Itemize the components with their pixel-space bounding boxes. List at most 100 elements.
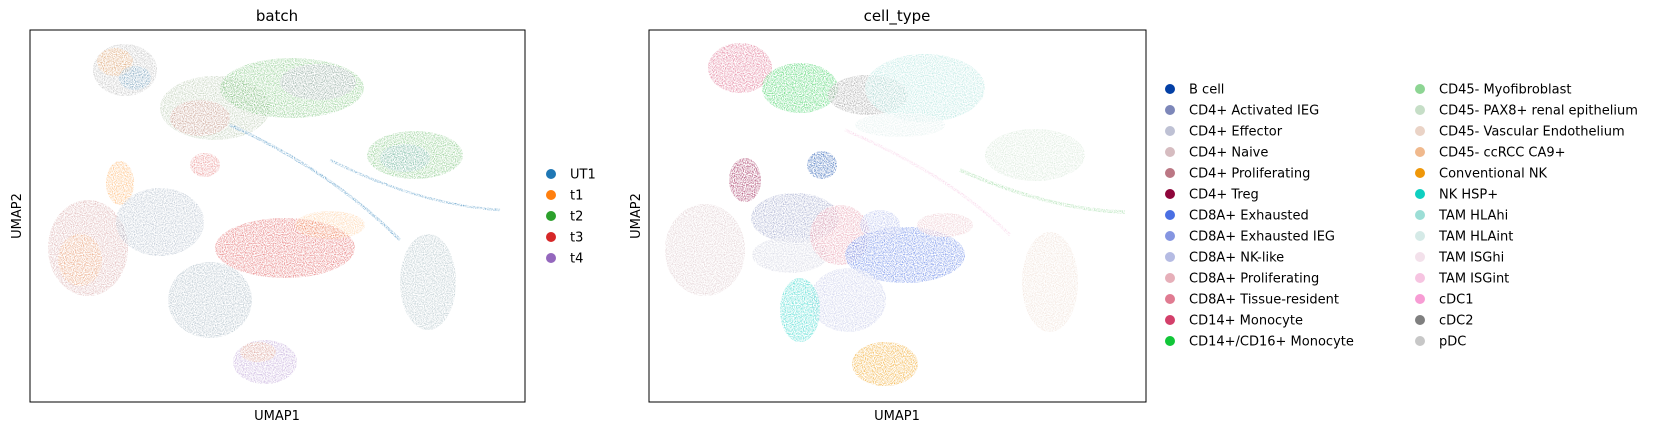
legend-marker <box>1415 336 1425 346</box>
legend-label: CD45- ccRCC CA9+ <box>1439 146 1566 161</box>
legend-entry: cDC1 <box>1415 293 1474 308</box>
legend-entry: CD8A+ Exhausted <box>1165 209 1309 224</box>
legend-marker <box>1165 105 1175 115</box>
legend-marker <box>1415 252 1425 262</box>
legend-entry: CD8A+ Exhausted IEG <box>1165 230 1335 245</box>
legend-entry: CD4+ Naive <box>1165 146 1268 161</box>
legend-label: CD8A+ NK-like <box>1189 251 1284 266</box>
legend-entry: TAM ISGhi <box>1415 251 1504 266</box>
legend-entry: t2 <box>546 210 583 225</box>
legend-label: CD4+ Proliferating <box>1189 167 1310 182</box>
legend-label: t1 <box>570 189 583 204</box>
legend-marker <box>546 253 556 263</box>
legend-label: CD8A+ Tissue-resident <box>1189 293 1339 308</box>
legend-label: CD45- PAX8+ renal epithelium <box>1439 104 1638 119</box>
legend-label: pDC <box>1439 335 1466 350</box>
legend-marker <box>1165 189 1175 199</box>
batch-ylabel: UMAP2 <box>10 193 25 239</box>
legend-marker <box>1165 315 1175 325</box>
legend-entry: CD4+ Effector <box>1165 125 1283 140</box>
legend-entry: cDC2 <box>1415 314 1474 329</box>
legend-label: CD4+ Treg <box>1189 188 1259 203</box>
legend-marker <box>1165 252 1175 262</box>
legend-entry: TAM HLAint <box>1415 230 1513 245</box>
legend-label: t3 <box>570 231 583 246</box>
legend-label: t2 <box>570 210 583 225</box>
legend-marker <box>1165 231 1175 241</box>
legend-entry: UT1 <box>546 168 596 183</box>
legend-marker <box>1165 294 1175 304</box>
legend-entry: CD8A+ Tissue-resident <box>1165 293 1339 308</box>
legend-entry: t3 <box>546 231 583 246</box>
legend-label: UT1 <box>570 168 596 183</box>
batch-xlabel: UMAP1 <box>254 409 300 424</box>
legend-entry: CD8A+ NK-like <box>1165 251 1284 266</box>
legend-entry: Conventional NK <box>1415 167 1548 182</box>
legend-marker <box>1415 231 1425 241</box>
legend-marker <box>1415 273 1425 283</box>
legend-label: CD4+ Activated IEG <box>1189 104 1319 119</box>
batch-scatter-cloud <box>48 44 501 384</box>
legend-label: Conventional NK <box>1439 167 1548 182</box>
legend-label: TAM HLAhi <box>1438 209 1508 224</box>
cell-type-legend: B cell CD4+ Activated IEG CD4+ Effector CD4… <box>1165 83 1638 350</box>
legend-entry: TAM ISGint <box>1415 272 1509 287</box>
legend-label: TAM ISGhi <box>1438 251 1504 266</box>
legend-label: CD14+ Monocyte <box>1189 314 1303 329</box>
batch-axes-frame <box>29 29 526 403</box>
legend-entry: CD45- Myofibroblast <box>1415 83 1571 98</box>
legend-entry: CD45- Vascular Endothelium <box>1415 125 1625 140</box>
batch-title: batch <box>256 7 298 25</box>
legend-entry: CD14+ Monocyte <box>1165 314 1303 329</box>
legend-entry: CD8A+ Proliferating <box>1165 272 1319 287</box>
legend-label: CD45- Vascular Endothelium <box>1439 125 1625 140</box>
legend-marker <box>1165 84 1175 94</box>
legend-label: cDC2 <box>1439 314 1474 329</box>
legend-entry: t4 <box>546 252 583 267</box>
legend-label: CD4+ Naive <box>1189 146 1268 161</box>
batch-legend: UT1 t1 t2 t3 t4 <box>546 168 596 267</box>
legend-marker <box>1415 294 1425 304</box>
legend-entry: NK HSP+ <box>1415 188 1498 203</box>
legend-marker <box>546 169 556 179</box>
legend-marker <box>1165 273 1175 283</box>
legend-entry: CD45- ccRCC CA9+ <box>1415 146 1566 161</box>
legend-entry: CD45- PAX8+ renal epithelium <box>1415 104 1638 119</box>
legend-marker <box>1165 168 1175 178</box>
legend-label: NK HSP+ <box>1439 188 1498 203</box>
legend-label: CD8A+ Exhausted IEG <box>1189 230 1335 245</box>
legend-marker <box>1165 147 1175 157</box>
legend-label: B cell <box>1189 83 1224 98</box>
legend-marker <box>1415 210 1425 220</box>
legend-label: CD8A+ Exhausted <box>1189 209 1309 224</box>
legend-marker <box>546 190 556 200</box>
cell-type-title: cell_type <box>864 7 931 26</box>
legend-marker <box>1165 210 1175 220</box>
legend-marker <box>1415 147 1425 157</box>
legend-label: CD14+/CD16+ Monocyte <box>1189 335 1354 350</box>
legend-label: CD8A+ Proliferating <box>1189 272 1319 287</box>
legend-marker <box>1415 189 1425 199</box>
legend-label: cDC1 <box>1439 293 1474 308</box>
legend-marker <box>1415 126 1425 136</box>
legend-label: TAM HLAint <box>1438 230 1513 245</box>
legend-label: CD45- Myofibroblast <box>1439 83 1571 98</box>
legend-entry: TAM HLAhi <box>1415 209 1508 224</box>
legend-marker <box>1165 336 1175 346</box>
legend-marker <box>546 211 556 221</box>
legend-label: t4 <box>570 252 583 267</box>
cell-type-scatter-cloud <box>665 43 1126 386</box>
cell-type-xlabel: UMAP1 <box>874 409 920 424</box>
legend-entry: CD4+ Activated IEG <box>1165 104 1319 119</box>
legend-entry: CD4+ Treg <box>1165 188 1259 203</box>
legend-marker <box>1415 168 1425 178</box>
legend-marker <box>1415 105 1425 115</box>
batch-panel: batch <box>10 7 596 424</box>
legend-entry: B cell <box>1165 83 1224 98</box>
legend-entry: pDC <box>1415 335 1466 350</box>
cell-type-axes-frame <box>648 29 1147 403</box>
legend-marker <box>1165 126 1175 136</box>
legend-entry: t1 <box>546 189 583 204</box>
cell-type-panel: cell_type <box>629 7 1638 424</box>
